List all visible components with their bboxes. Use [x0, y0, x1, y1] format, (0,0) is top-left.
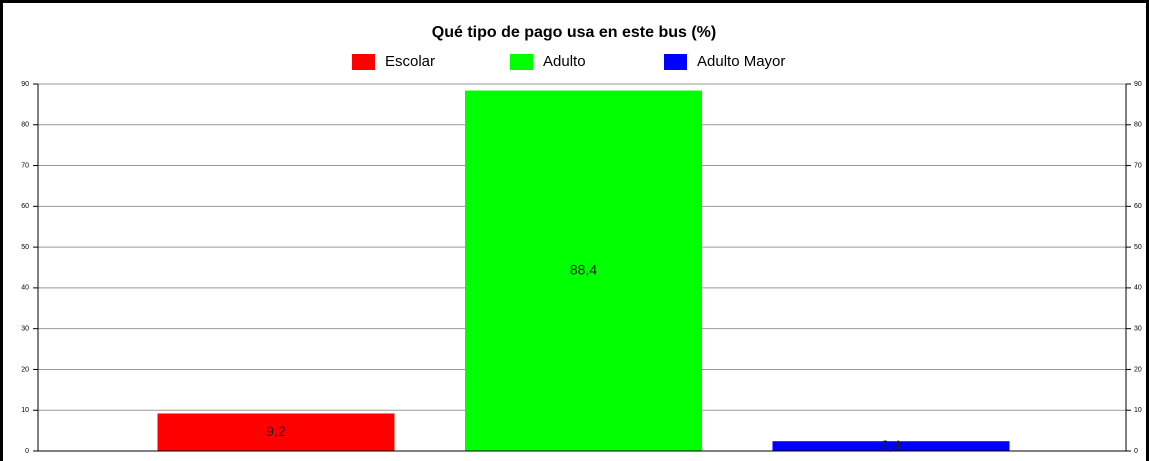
bar [772, 441, 1010, 451]
bar [157, 413, 395, 451]
legend-label: Adulto Mayor [697, 53, 785, 70]
legend-label: Escolar [385, 53, 435, 70]
bar [465, 90, 702, 451]
y-tick-label: 40 [21, 285, 29, 292]
chart-title: Qué tipo de pago usa en este bus (%) [432, 24, 716, 41]
data-label: 88,4 [570, 261, 597, 277]
y2-tick-label: 20 [1134, 366, 1142, 373]
y2-tick-label: 10 [1134, 407, 1142, 414]
y-tick-label: 60 [21, 203, 29, 210]
y2-tick-label: 30 [1134, 326, 1142, 333]
y-tick-label: 50 [21, 244, 29, 251]
y-tick-label: 0 [25, 448, 29, 455]
y-tick-label: 80 [21, 122, 29, 129]
legend-swatch [664, 54, 687, 70]
y2-tick-label: 60 [1134, 203, 1142, 210]
legend-swatch [510, 54, 533, 70]
data-label: 9,2 [266, 423, 286, 439]
y2-tick-label: 90 [1134, 81, 1142, 88]
y-tick-label: 20 [21, 366, 29, 373]
data-label: 2,4 [881, 437, 901, 453]
y-tick-label: 30 [21, 326, 29, 333]
y2-tick-label: 40 [1134, 285, 1142, 292]
legend-label: Adulto [543, 53, 586, 70]
y-tick-label: 90 [21, 81, 29, 88]
y-tick-label: 10 [21, 407, 29, 414]
legend-swatch [352, 54, 375, 70]
y-tick-label: 70 [21, 162, 29, 169]
y2-tick-label: 0 [1134, 448, 1138, 455]
y2-tick-label: 50 [1134, 244, 1142, 251]
y2-tick-label: 70 [1134, 162, 1142, 169]
y2-tick-label: 80 [1134, 122, 1142, 129]
